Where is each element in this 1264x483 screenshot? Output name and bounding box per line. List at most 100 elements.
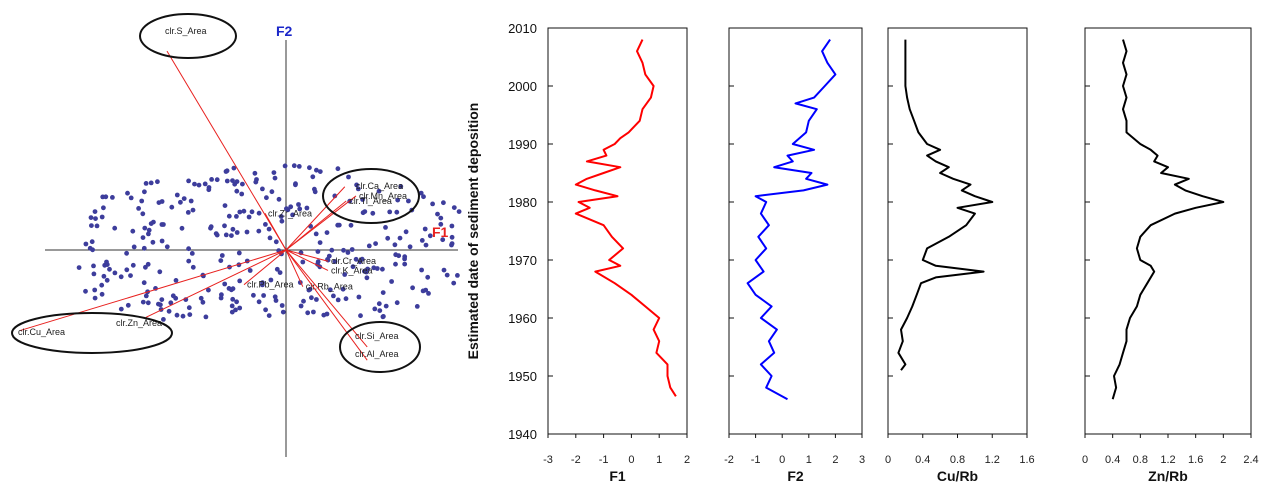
observation-point (237, 209, 243, 215)
observation-point (232, 181, 238, 187)
observation-point (173, 295, 179, 301)
observation-point (350, 264, 356, 270)
observation-point (143, 293, 149, 299)
observation-point (246, 214, 252, 220)
loading-vector (285, 249, 368, 361)
observation-point (237, 278, 243, 284)
observation-point (309, 295, 314, 301)
depth-panel-2: -2 -1 0 1 2 3 F2 (724, 27, 865, 483)
observation-point (237, 305, 243, 311)
observation-point (276, 196, 282, 202)
observation-point (394, 300, 400, 306)
observation-point (406, 198, 411, 204)
x-tick-label: 0 (779, 454, 785, 466)
observation-point (353, 256, 359, 262)
x-tick-label: 2 (684, 454, 690, 466)
observation-point (374, 266, 380, 271)
y-tick-label: 1990 (508, 137, 537, 152)
observation-point (158, 302, 163, 308)
observation-point (380, 314, 386, 320)
observation-point (261, 293, 266, 298)
observation-point (277, 270, 283, 275)
observation-point (256, 228, 262, 234)
observation-point (426, 291, 431, 296)
observation-point (335, 297, 341, 303)
observation-point (145, 261, 151, 267)
observation-point (99, 291, 105, 297)
biplot-x-axis-name: F1 (432, 224, 449, 240)
observation-point (263, 222, 268, 227)
observation-point (393, 252, 399, 258)
x-tick-label: 0 (628, 454, 634, 466)
observation-point (87, 245, 93, 251)
observation-point (332, 193, 338, 199)
highlight-ellipse (322, 168, 420, 224)
observation-point (373, 241, 378, 247)
observation-point (252, 170, 258, 176)
observation-point (341, 247, 346, 253)
observation-point (360, 210, 366, 216)
observation-point (224, 178, 230, 184)
observation-point (124, 267, 130, 273)
observation-point (110, 195, 115, 200)
observation-point (291, 163, 297, 169)
observation-point (213, 231, 219, 237)
observation-point (430, 201, 435, 207)
observation-point (306, 287, 312, 293)
observation-point (279, 218, 285, 224)
observation-point (125, 190, 130, 196)
x-tick-label: -1 (599, 454, 609, 466)
y-tick-label: 1960 (508, 311, 537, 326)
observation-point (272, 294, 278, 300)
observation-point (304, 205, 310, 211)
observation-point (128, 273, 133, 278)
observation-point (273, 298, 279, 303)
observation-point (296, 164, 302, 169)
observation-point (222, 203, 228, 209)
observation-point (141, 280, 147, 286)
observation-point (88, 215, 94, 221)
observation-point (222, 223, 227, 229)
observation-point (394, 209, 400, 215)
observation-point (414, 304, 420, 309)
observation-point (370, 210, 376, 216)
observation-point (449, 242, 454, 248)
observation-point (279, 303, 285, 308)
observation-point (203, 314, 209, 320)
observation-point (92, 287, 98, 293)
observation-point (234, 188, 240, 194)
observation-point (161, 317, 166, 322)
observation-point (282, 163, 288, 169)
observation-point (455, 273, 460, 278)
y-tick-label: 1980 (508, 195, 537, 210)
observation-point (107, 266, 112, 272)
pca-biplot: F1F2clr.S_Areaclr.Ca_Areaclr.Mn_Areaclr.… (11, 13, 462, 457)
vector-label: clr.Mn_Area (359, 191, 407, 201)
x-tick-label: 1 (806, 454, 812, 466)
loading-vector (243, 249, 287, 286)
observation-point (456, 209, 462, 215)
observation-point (91, 263, 96, 269)
series-line (1111, 39, 1225, 400)
depth-panel-3: 0 0.4 0.8 1.2 1.6 Cu/Rb (885, 27, 1035, 483)
observation-point (236, 250, 242, 256)
observation-point (103, 194, 109, 200)
observation-point (364, 275, 370, 281)
loading-vector (19, 249, 287, 332)
observation-point (190, 207, 196, 213)
observation-point (99, 214, 105, 220)
observation-point (327, 287, 333, 293)
observation-point (269, 189, 275, 195)
observation-point (89, 239, 95, 245)
observation-point (155, 179, 160, 185)
observation-points (76, 163, 462, 322)
observation-point (349, 247, 355, 252)
observation-point (402, 261, 408, 267)
x-tick-label: 0 (1082, 454, 1088, 466)
observation-point (128, 195, 134, 201)
observation-point (159, 199, 165, 204)
observation-point (266, 313, 272, 318)
observation-point (267, 235, 273, 241)
observation-point (223, 232, 229, 238)
observation-point (226, 213, 232, 219)
